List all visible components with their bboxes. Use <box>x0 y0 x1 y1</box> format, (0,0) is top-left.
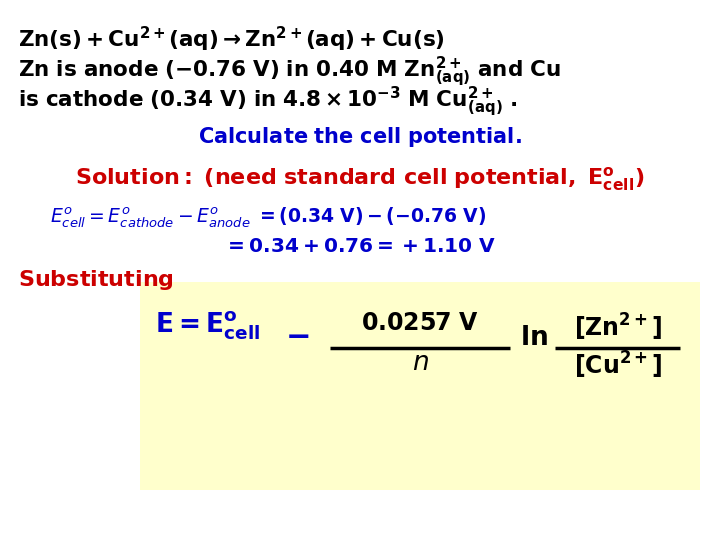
Text: $\mathbf{-}$: $\mathbf{-}$ <box>285 320 310 351</box>
Text: $\mathit{E}^o_{cell} = \mathit{E}^o_{cathode} - \mathit{E}^o_{anode}$$\mathbf{\ : $\mathit{E}^o_{cell} = \mathit{E}^o_{cat… <box>50 205 486 230</box>
Text: $\mathbf{= 0.34 + 0.76 = +1.10\ V}$: $\mathbf{= 0.34 + 0.76 = +1.10\ V}$ <box>224 237 496 256</box>
Text: $\mathbf{E = E^o_{cell}}$: $\mathbf{E = E^o_{cell}}$ <box>155 310 260 342</box>
Text: $\mathbf{[Cu^{2+}]}$: $\mathbf{[Cu^{2+}]}$ <box>574 350 662 381</box>
Text: $\mathbf{Calculate\ the\ cell\ potential.}$: $\mathbf{Calculate\ the\ cell\ potential… <box>198 125 522 149</box>
Text: $\mathbf{ln}$: $\mathbf{ln}$ <box>520 325 548 350</box>
Text: $\mathbf{0.0257\ V}$: $\mathbf{0.0257\ V}$ <box>361 312 479 335</box>
Text: $\mathbf{Zn\ is\ anode\ (-0.76\ V)\ in\ 0.40\ M\ Zn^{2+}_{(aq)}\ and\ Cu}$: $\mathbf{Zn\ is\ anode\ (-0.76\ V)\ in\ … <box>18 55 561 90</box>
FancyBboxPatch shape <box>140 282 700 490</box>
Text: $\mathbf{Zn(s) + Cu^{2+}(aq) \rightarrow Zn^{2+}(aq) + Cu(s)}$: $\mathbf{Zn(s) + Cu^{2+}(aq) \rightarrow… <box>18 25 445 54</box>
Text: $\mathbf{Solution:\ (need\ standard\ cell\ potential,\ E^o_{cell})}$: $\mathbf{Solution:\ (need\ standard\ cel… <box>76 165 644 193</box>
Text: $\mathbf{[Zn^{2+}]}$: $\mathbf{[Zn^{2+}]}$ <box>574 312 662 343</box>
Text: $\mathbf{is\ cathode\ (0.34\ V)\ in\ 4.8 \times 10^{-3}\ M\ Cu^{2+}_{(aq)}\ .}$: $\mathbf{is\ cathode\ (0.34\ V)\ in\ 4.8… <box>18 85 518 119</box>
Text: $\mathbf{Substituting}$: $\mathbf{Substituting}$ <box>18 268 174 292</box>
Text: $\mathit{n}$: $\mathit{n}$ <box>412 350 428 375</box>
